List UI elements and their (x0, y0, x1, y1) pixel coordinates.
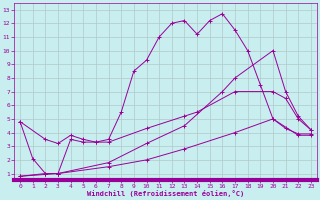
X-axis label: Windchill (Refroidissement éolien,°C): Windchill (Refroidissement éolien,°C) (87, 190, 244, 197)
